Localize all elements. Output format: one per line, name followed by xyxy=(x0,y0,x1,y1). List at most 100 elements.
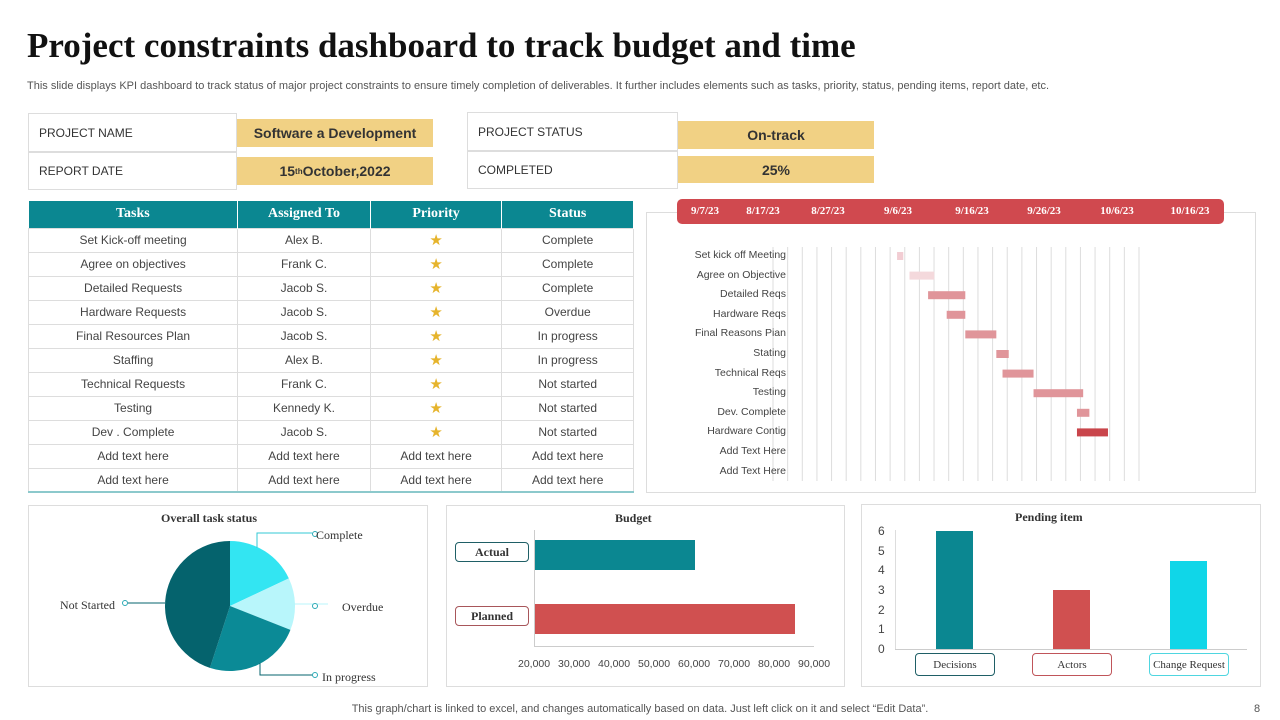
gantt-task-label: Detailed Reqs xyxy=(720,288,786,301)
table-row: Hardware Requests Jacob S. ★ Overdue xyxy=(27,299,634,325)
table-cell: Add text here xyxy=(369,443,503,469)
column-header: Priority xyxy=(370,201,503,228)
gantt-task-label: Technical Reqs xyxy=(714,366,786,379)
gantt-task-label: Add Text Here xyxy=(719,464,786,477)
gantt-panel xyxy=(646,212,1256,493)
pie-leader-dot xyxy=(312,531,318,537)
gantt-bar xyxy=(1002,369,1034,378)
table-cell: ★ xyxy=(369,227,503,253)
table-row: Dev . Complete Jacob S. ★ Not started xyxy=(27,419,634,445)
table-row: Final Resources Plan Jacob S. ★ In progress xyxy=(27,323,634,349)
gantt-date-label: 8/27/23 xyxy=(811,205,845,217)
table-row: Staffing Alex B. ★ In progress xyxy=(27,347,634,373)
completed-label: COMPLETED xyxy=(467,151,678,189)
gantt-task-label: Stating xyxy=(753,347,786,359)
pending-tick-label: 6 xyxy=(878,524,885,538)
gantt-task-label: Set kick off Meeting xyxy=(694,249,786,261)
table-cell: Not started xyxy=(501,395,634,421)
column-header: Tasks xyxy=(28,201,239,228)
budget-tick-label: 60,000 xyxy=(678,658,711,670)
table-cell: Add text here xyxy=(27,443,239,469)
star-icon: ★ xyxy=(429,424,443,441)
budget-category-label: Actual xyxy=(455,542,529,562)
column-header: Assigned To xyxy=(237,201,371,228)
gantt-task-label: Dev. Complete xyxy=(717,405,786,418)
budget-y-axis xyxy=(534,530,535,646)
gantt-bar xyxy=(965,330,997,339)
star-icon: ★ xyxy=(429,400,443,417)
gantt-bar xyxy=(897,252,904,260)
star-icon: ★ xyxy=(429,256,443,273)
table-row: Agree on objectives Frank C. ★ Complete xyxy=(27,251,634,277)
table-row: Add text here Add text here Add text here A… xyxy=(27,443,634,469)
gantt-bar xyxy=(909,271,935,280)
table-cell: Dev . Complete xyxy=(27,419,239,445)
gantt-bar xyxy=(1076,428,1108,437)
gantt-task-label: Hardware Reqs xyxy=(713,307,786,320)
page-subtitle: This slide displays KPI dashboard to tra… xyxy=(27,80,1050,92)
star-icon: ★ xyxy=(429,328,443,345)
star-icon: ★ xyxy=(429,232,443,249)
completed-value: 25% xyxy=(678,156,874,183)
gantt-task-label: Agree on Objective xyxy=(696,268,786,281)
project-name-value: Software a Development xyxy=(237,119,433,147)
pie-title: Overall task status xyxy=(161,511,257,525)
budget-tick-label: 30,000 xyxy=(558,658,591,670)
budget-tick-label: 20,000 xyxy=(518,658,551,670)
table-cell: Technical Requests xyxy=(27,371,239,397)
table-cell: Set Kick-off meeting xyxy=(27,227,239,253)
report-day: 15 xyxy=(279,163,296,179)
table-cell: Add text here xyxy=(369,467,503,493)
pending-tick-label: 3 xyxy=(878,583,885,597)
tasks-table: Tasks Assigned To Priority Status Set Kick-… xyxy=(27,201,634,493)
gantt-date-label: 8/17/23 xyxy=(746,205,780,217)
pie-leader-dot xyxy=(312,603,318,609)
table-cell: Frank C. xyxy=(237,371,371,397)
budget-tick-label: 40,000 xyxy=(598,658,631,670)
table-cell: Jacob S. xyxy=(237,275,371,301)
pending-bar xyxy=(936,531,973,649)
budget-tick-label: 90,000 xyxy=(798,658,831,670)
budget-x-axis xyxy=(534,646,814,647)
star-icon: ★ xyxy=(429,376,443,393)
page-title: Project constraints dashboard to track b… xyxy=(27,26,856,65)
pending-title: Pending item xyxy=(1015,510,1083,524)
table-cell: Testing xyxy=(27,395,239,421)
table-cell: Complete xyxy=(501,251,634,277)
gantt-date-label: 10/16/23 xyxy=(1170,205,1210,217)
budget-title: Budget xyxy=(615,511,652,525)
pie-slice xyxy=(230,578,295,630)
gantt-date-label: 9/7/23 xyxy=(690,205,720,217)
budget-panel xyxy=(446,505,845,687)
pending-bar xyxy=(1170,560,1207,649)
pending-tick-label: 1 xyxy=(878,622,885,637)
pending-category-label: Decisions xyxy=(915,653,995,676)
pie-leader-dot xyxy=(122,600,128,606)
pie-label: In progress xyxy=(322,670,376,684)
footer-note: This graph/chart is linked to excel, and… xyxy=(351,703,929,715)
star-icon: ★ xyxy=(429,304,443,321)
table-cell: Jacob S. xyxy=(237,419,371,445)
pie-label: Overdue xyxy=(342,600,383,614)
project-status-value: On-track xyxy=(678,121,874,149)
table-cell: In progress xyxy=(501,347,634,373)
table-row: Set Kick-off meeting Alex B. ★ Complete xyxy=(27,227,634,253)
table-cell: ★ xyxy=(369,371,503,397)
star-icon: ★ xyxy=(429,280,443,297)
budget-tick-label: 70,000 xyxy=(718,658,751,670)
gantt-date-label: 9/26/23 xyxy=(1027,205,1061,217)
table-cell: Jacob S. xyxy=(237,299,371,325)
project-name-label: PROJECT NAME xyxy=(28,113,237,152)
gantt-task-label: Testing xyxy=(752,386,786,399)
gantt-bar xyxy=(946,310,966,319)
table-cell: Add text here xyxy=(501,443,634,469)
table-cell: Final Resources Plan xyxy=(27,323,239,349)
table-cell: ★ xyxy=(369,419,503,445)
pending-category-label: Change Request xyxy=(1149,653,1229,676)
table-row: Add text here Add text here Add text here A… xyxy=(27,467,634,493)
gantt-date-label: 10/6/23 xyxy=(1100,205,1134,217)
gantt-date-label: 9/6/23 xyxy=(883,205,913,217)
page-number: 8 xyxy=(1254,703,1261,715)
task-status-pie: Complete Overdue In progress Not Started xyxy=(60,528,383,684)
